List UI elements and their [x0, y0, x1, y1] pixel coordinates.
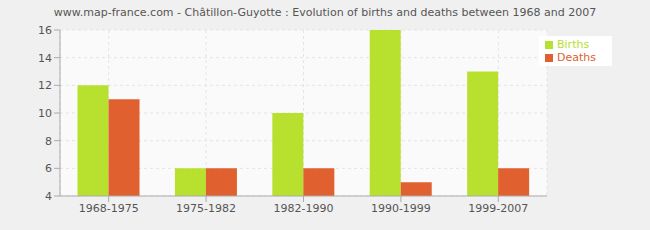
svg-text:1975-1982: 1975-1982 [176, 202, 236, 215]
svg-text:4: 4 [45, 190, 52, 203]
svg-text:8: 8 [45, 135, 52, 148]
svg-text:10: 10 [38, 107, 52, 120]
svg-text:1999-2007: 1999-2007 [468, 202, 528, 215]
svg-text:14: 14 [38, 52, 52, 65]
html-text:Deaths: Deaths [557, 51, 596, 64]
html-text:Births: Births [557, 38, 590, 51]
html-text:www.map-france.com - Châtillon: www.map-france.com - Châtillon-Guyotte :… [53, 6, 597, 19]
svg-text:1968-1975: 1968-1975 [79, 202, 139, 215]
svg-text:6: 6 [45, 162, 52, 175]
svg-text:16: 16 [38, 24, 52, 37]
svg-text:1982-1990: 1982-1990 [274, 202, 334, 215]
svg-text:12: 12 [38, 79, 52, 92]
svg-text:1990-1999: 1990-1999 [371, 202, 431, 215]
